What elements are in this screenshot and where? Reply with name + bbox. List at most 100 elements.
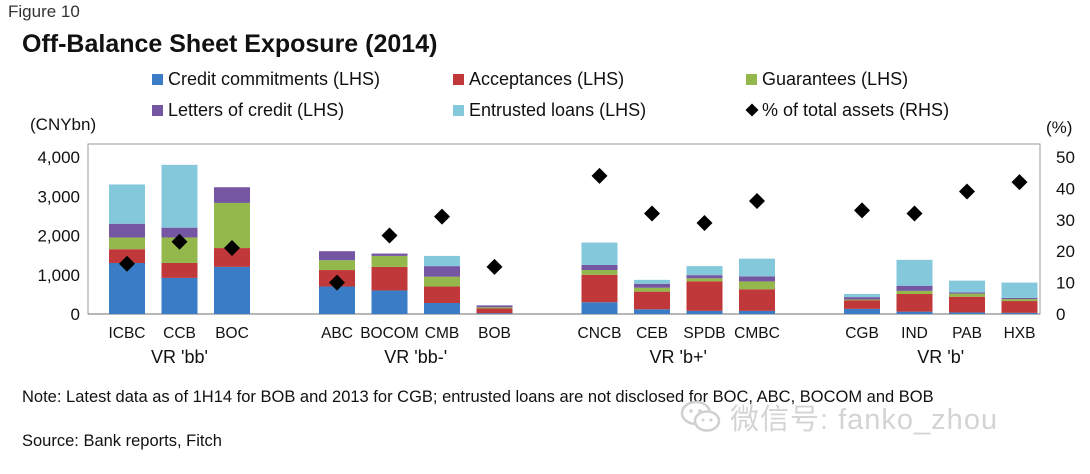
x-tick-label: BOCOM <box>360 325 419 342</box>
bar-letters-of-credit <box>371 253 408 256</box>
bar-credit-commitments <box>371 290 408 314</box>
diamond-marker <box>381 227 398 244</box>
bar-guarantees <box>581 270 618 275</box>
y-left-tick-label: 2,000 <box>37 227 80 246</box>
y-right-tick-label: 20 <box>1056 242 1075 261</box>
bar-stack-cgb <box>844 293 880 314</box>
bar-entrusted-loans <box>109 184 145 224</box>
bar-acceptances <box>686 281 723 311</box>
chart-source: Source: Bank reports, Fitch <box>22 432 222 450</box>
bar-guarantees <box>109 237 145 250</box>
watermark-text: 微信号: fanko_zhou <box>730 404 999 436</box>
bar-letters-of-credit <box>161 227 198 238</box>
legend-item: Credit commitments (LHS) <box>152 69 380 89</box>
group-labels: VR 'bb' VR 'bb-' VR 'b+' VR 'b' <box>151 347 964 367</box>
diamond-marker <box>224 240 240 257</box>
group-label: VR 'bb' <box>151 347 208 367</box>
bar-entrusted-loans <box>161 164 198 228</box>
y-right-axis-label: (%) <box>1046 118 1072 137</box>
legend-item: % of total assets (RHS) <box>745 100 949 120</box>
bar-credit-commitments <box>161 277 198 314</box>
diamond-marker <box>486 258 503 275</box>
bar-guarantees <box>319 260 355 271</box>
bar-entrusted-loans <box>686 266 723 276</box>
bar-credit-commitments <box>424 303 460 314</box>
y-right-tick-label: 10 <box>1056 274 1075 293</box>
y-left-tick-label: 1,000 <box>37 266 80 285</box>
bar-guarantees <box>476 307 513 309</box>
y-left-tick-label: 3,000 <box>37 187 80 206</box>
bar-guarantees <box>424 276 460 287</box>
bar-letters-of-credit <box>739 276 775 282</box>
x-tick-label: IND <box>901 325 928 342</box>
bar-credit-commitments <box>634 309 670 314</box>
legend-label: Guarantees (LHS) <box>762 69 908 89</box>
bar-letters-of-credit <box>896 285 933 291</box>
legend-item: Acceptances (LHS) <box>453 69 624 89</box>
bar-entrusted-loans <box>896 259 933 286</box>
bar-stack-boc <box>214 187 250 314</box>
bar-guarantees <box>949 293 985 297</box>
legend-swatch <box>453 74 464 85</box>
x-tick-label: ABC <box>321 325 353 342</box>
y-right-tick-labels: 0 10 20 30 40 50 <box>1056 148 1075 324</box>
bar-entrusted-loans <box>1001 282 1038 298</box>
bars <box>109 164 1038 314</box>
bar-guarantees <box>686 278 723 282</box>
group-label: VR 'bb-' <box>384 347 447 367</box>
bar-stack-icbc <box>109 184 145 314</box>
legend-label: % of total assets (RHS) <box>762 100 949 120</box>
diamond-markers <box>119 167 1028 291</box>
x-tick-label: CNCB <box>578 325 622 342</box>
bar-credit-commitments <box>476 313 513 314</box>
bar-entrusted-loans <box>634 279 670 284</box>
legend-label: Acceptances (LHS) <box>469 69 624 89</box>
bar-letters-of-credit <box>424 266 460 277</box>
bar-guarantees <box>739 281 775 290</box>
group-label: VR 'b' <box>917 347 964 367</box>
chart-note: Note: Latest data as of 1H14 for BOB and… <box>22 388 934 406</box>
bar-stack-cmb <box>424 255 460 314</box>
legend-swatch <box>152 74 163 85</box>
bar-acceptances <box>949 296 985 313</box>
bar-stack-spdb <box>686 266 723 314</box>
bar-acceptances <box>161 262 198 278</box>
bar-credit-commitments <box>581 302 618 314</box>
bar-stack-pab <box>949 280 985 314</box>
bar-acceptances <box>371 266 408 291</box>
diamond-marker <box>171 233 188 250</box>
diamond-marker <box>644 205 660 222</box>
bar-letters-of-credit <box>214 187 250 203</box>
y-right-tick-label: 0 <box>1056 305 1065 324</box>
bar-credit-commitments <box>949 312 985 314</box>
bar-guarantees <box>634 287 670 292</box>
bar-letters-of-credit <box>476 305 513 308</box>
chart: Credit commitments (LHS) Acceptances (LHS… <box>30 69 1075 367</box>
bar-entrusted-loans <box>844 293 880 298</box>
x-tick-label: CMB <box>425 325 459 342</box>
wechat-icon <box>680 400 721 432</box>
diamond-marker <box>749 192 765 209</box>
bar-acceptances <box>896 293 933 312</box>
bar-entrusted-loans <box>739 258 775 277</box>
y-left-tick-labels: 0 1,000 2,000 3,000 4,000 <box>37 148 80 324</box>
legend-swatch <box>746 74 757 85</box>
legend: Credit commitments (LHS) Acceptances (LHS… <box>152 69 949 120</box>
bar-letters-of-credit <box>634 283 670 288</box>
bar-credit-commitments <box>844 308 880 314</box>
bar-stack-abc <box>319 251 355 314</box>
bar-acceptances <box>476 308 513 314</box>
bar-credit-commitments <box>896 311 933 314</box>
y-right-tick-label: 40 <box>1056 179 1075 198</box>
bar-credit-commitments <box>214 266 250 314</box>
x-tick-label: ICBC <box>108 325 145 342</box>
bar-stack-ceb <box>634 279 670 314</box>
bar-acceptances <box>214 248 250 267</box>
legend-item: Letters of credit (LHS) <box>152 100 344 120</box>
bar-acceptances <box>581 274 618 303</box>
diamond-marker <box>119 255 135 272</box>
bar-stack-bocom <box>371 253 408 314</box>
bar-credit-commitments <box>319 286 355 314</box>
bar-stack-cncb <box>581 242 618 314</box>
bar-guarantees <box>844 299 880 301</box>
